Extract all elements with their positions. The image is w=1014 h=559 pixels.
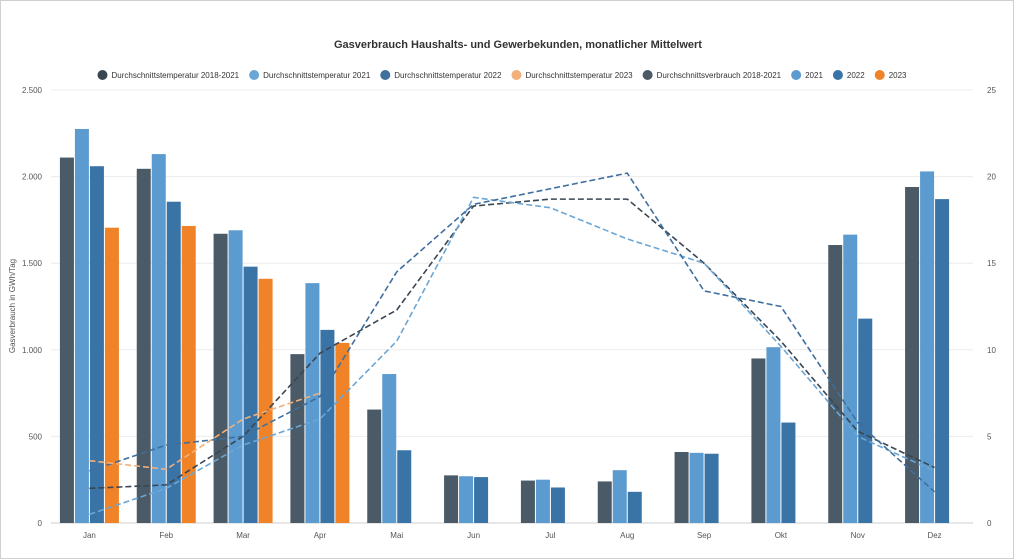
bar — [367, 409, 382, 523]
y2-tick-label: 25 — [987, 86, 996, 95]
legend-label: Durchschnittstemperatur 2022 — [394, 71, 502, 80]
temperature-line — [89, 392, 321, 471]
bar — [444, 475, 459, 523]
legend-marker — [642, 70, 653, 80]
bar — [535, 479, 550, 523]
y2-tick-label: 15 — [987, 259, 996, 268]
legend-marker — [832, 70, 843, 80]
bar — [213, 233, 228, 524]
x-tick-label: Jan — [83, 531, 96, 540]
bar — [151, 154, 166, 524]
x-tick-label: Jul — [545, 531, 555, 540]
y-axis-left-ticks: 0 500 1.000 1.500 2.000 2.500 — [22, 86, 43, 528]
bar — [781, 422, 796, 523]
temperature-line — [89, 196, 935, 516]
bar — [166, 201, 181, 524]
bar — [258, 278, 273, 523]
temperature-line — [89, 172, 936, 493]
bar — [689, 452, 704, 523]
legend-marker — [511, 70, 522, 80]
bar — [674, 451, 689, 523]
bar — [305, 283, 320, 523]
chart-title: Gasverbrauch Haushalts- und Gewerbekunde… — [334, 39, 702, 51]
bar — [520, 480, 535, 523]
y2-tick-label: 10 — [987, 346, 996, 355]
y-tick-label: 0 — [38, 519, 43, 528]
grid-lines — [51, 89, 973, 524]
bar — [766, 347, 781, 523]
legend-marker — [380, 70, 391, 80]
legend-marker — [791, 70, 802, 80]
bar — [74, 128, 89, 523]
bar — [136, 168, 151, 523]
legend-label: Durchschnittsverbrauch 2018-2021 — [657, 71, 782, 80]
legend-label: Durchschnittstemperatur 2023 — [525, 71, 633, 80]
bar — [459, 476, 474, 523]
y-tick-label: 2.000 — [22, 173, 43, 182]
bar — [627, 491, 642, 523]
y2-tick-label: 0 — [987, 519, 992, 528]
chart-legend: Durchschnittstemperatur 2018-2021 Durchsc… — [97, 70, 907, 80]
legend-label: 2022 — [847, 71, 865, 80]
legend-label: Durchschnittstemperatur 2018-2021 — [111, 71, 239, 80]
bar — [935, 199, 950, 523]
bar — [751, 358, 766, 523]
bar — [320, 329, 335, 523]
bar — [474, 477, 489, 523]
x-tick-label: Jun — [467, 531, 480, 540]
y2-tick-label: 20 — [987, 173, 996, 182]
x-axis-ticks: Jan Feb Mar Apr Mai Jun Jul Aug Sep Okt Nov Dez — [83, 531, 942, 540]
y-tick-label: 500 — [29, 432, 43, 441]
x-tick-label: Feb — [159, 531, 173, 540]
legend-marker — [874, 70, 885, 80]
bar — [550, 487, 565, 523]
y-axis-title: Gasverbrauch in GWh/Tag — [8, 259, 17, 353]
bar — [243, 266, 258, 523]
bar — [905, 186, 920, 523]
x-tick-label: Apr — [314, 531, 327, 540]
legend-label: 2023 — [889, 71, 907, 80]
x-tick-label: Okt — [775, 531, 788, 540]
y-tick-label: 1.500 — [22, 259, 43, 268]
bar — [59, 157, 74, 523]
bar — [290, 354, 305, 523]
bar — [382, 374, 397, 523]
bar-marks — [59, 128, 950, 524]
bar — [858, 318, 873, 523]
bar — [228, 230, 243, 524]
x-tick-label: Mai — [390, 531, 403, 540]
bar — [335, 342, 350, 523]
temperature-lines — [89, 172, 936, 516]
x-tick-label: Dez — [927, 531, 941, 540]
x-tick-label: Aug — [620, 531, 634, 540]
legend-marker — [249, 70, 260, 80]
y-tick-label: 1.000 — [22, 346, 43, 355]
y-tick-label: 2.500 — [22, 86, 43, 95]
bar — [843, 234, 858, 523]
bar — [828, 245, 843, 523]
legend-marker — [97, 70, 108, 80]
bar — [89, 166, 104, 523]
bar — [181, 225, 196, 523]
bar — [597, 481, 612, 523]
bar — [104, 227, 119, 523]
x-tick-label: Nov — [851, 531, 865, 540]
bar — [920, 171, 935, 524]
bar — [612, 470, 627, 523]
x-tick-label: Mar — [236, 531, 250, 540]
y-axis-right-ticks: 0 5 10 15 20 25 — [987, 86, 996, 528]
legend-label: 2021 — [805, 71, 823, 80]
bar — [704, 453, 719, 523]
bar — [397, 450, 412, 523]
legend-label: Durchschnittstemperatur 2021 — [263, 71, 371, 80]
y2-tick-label: 5 — [987, 432, 992, 441]
x-tick-label: Sep — [697, 531, 712, 540]
